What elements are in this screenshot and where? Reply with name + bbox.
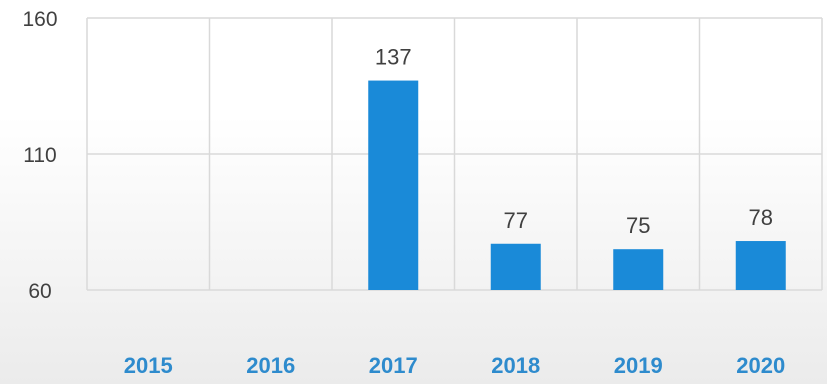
x-tick-label-2015: 2015 bbox=[124, 353, 173, 378]
x-tick-label-2019: 2019 bbox=[614, 353, 663, 378]
data-label-2017: 137 bbox=[375, 45, 412, 70]
bars bbox=[368, 80, 786, 290]
bar-2020 bbox=[735, 241, 786, 290]
x-axis-ticks: 2015 2016 2017 2018 2019 2020 bbox=[124, 353, 785, 378]
x-tick-label-2018: 2018 bbox=[491, 353, 540, 378]
data-label-2018: 77 bbox=[504, 208, 528, 233]
bar-2017 bbox=[368, 80, 419, 290]
data-labels: 137 77 75 78 bbox=[375, 45, 773, 239]
data-label-2020: 78 bbox=[749, 205, 773, 230]
bar-2019 bbox=[613, 249, 664, 290]
bar-2018 bbox=[490, 243, 541, 290]
x-tick-label-2020: 2020 bbox=[736, 353, 785, 378]
y-tick-label: 110 bbox=[23, 144, 56, 167]
x-tick-label-2016: 2016 bbox=[246, 353, 295, 378]
x-tick-label-2017: 2017 bbox=[369, 353, 418, 378]
y-axis-ticks: 60 110 160 bbox=[22, 8, 57, 303]
gridlines bbox=[86, 17, 823, 291]
y-tick-label: 60 bbox=[28, 280, 51, 303]
y-tick-label: 160 bbox=[22, 8, 57, 31]
data-label-2019: 75 bbox=[626, 213, 650, 238]
